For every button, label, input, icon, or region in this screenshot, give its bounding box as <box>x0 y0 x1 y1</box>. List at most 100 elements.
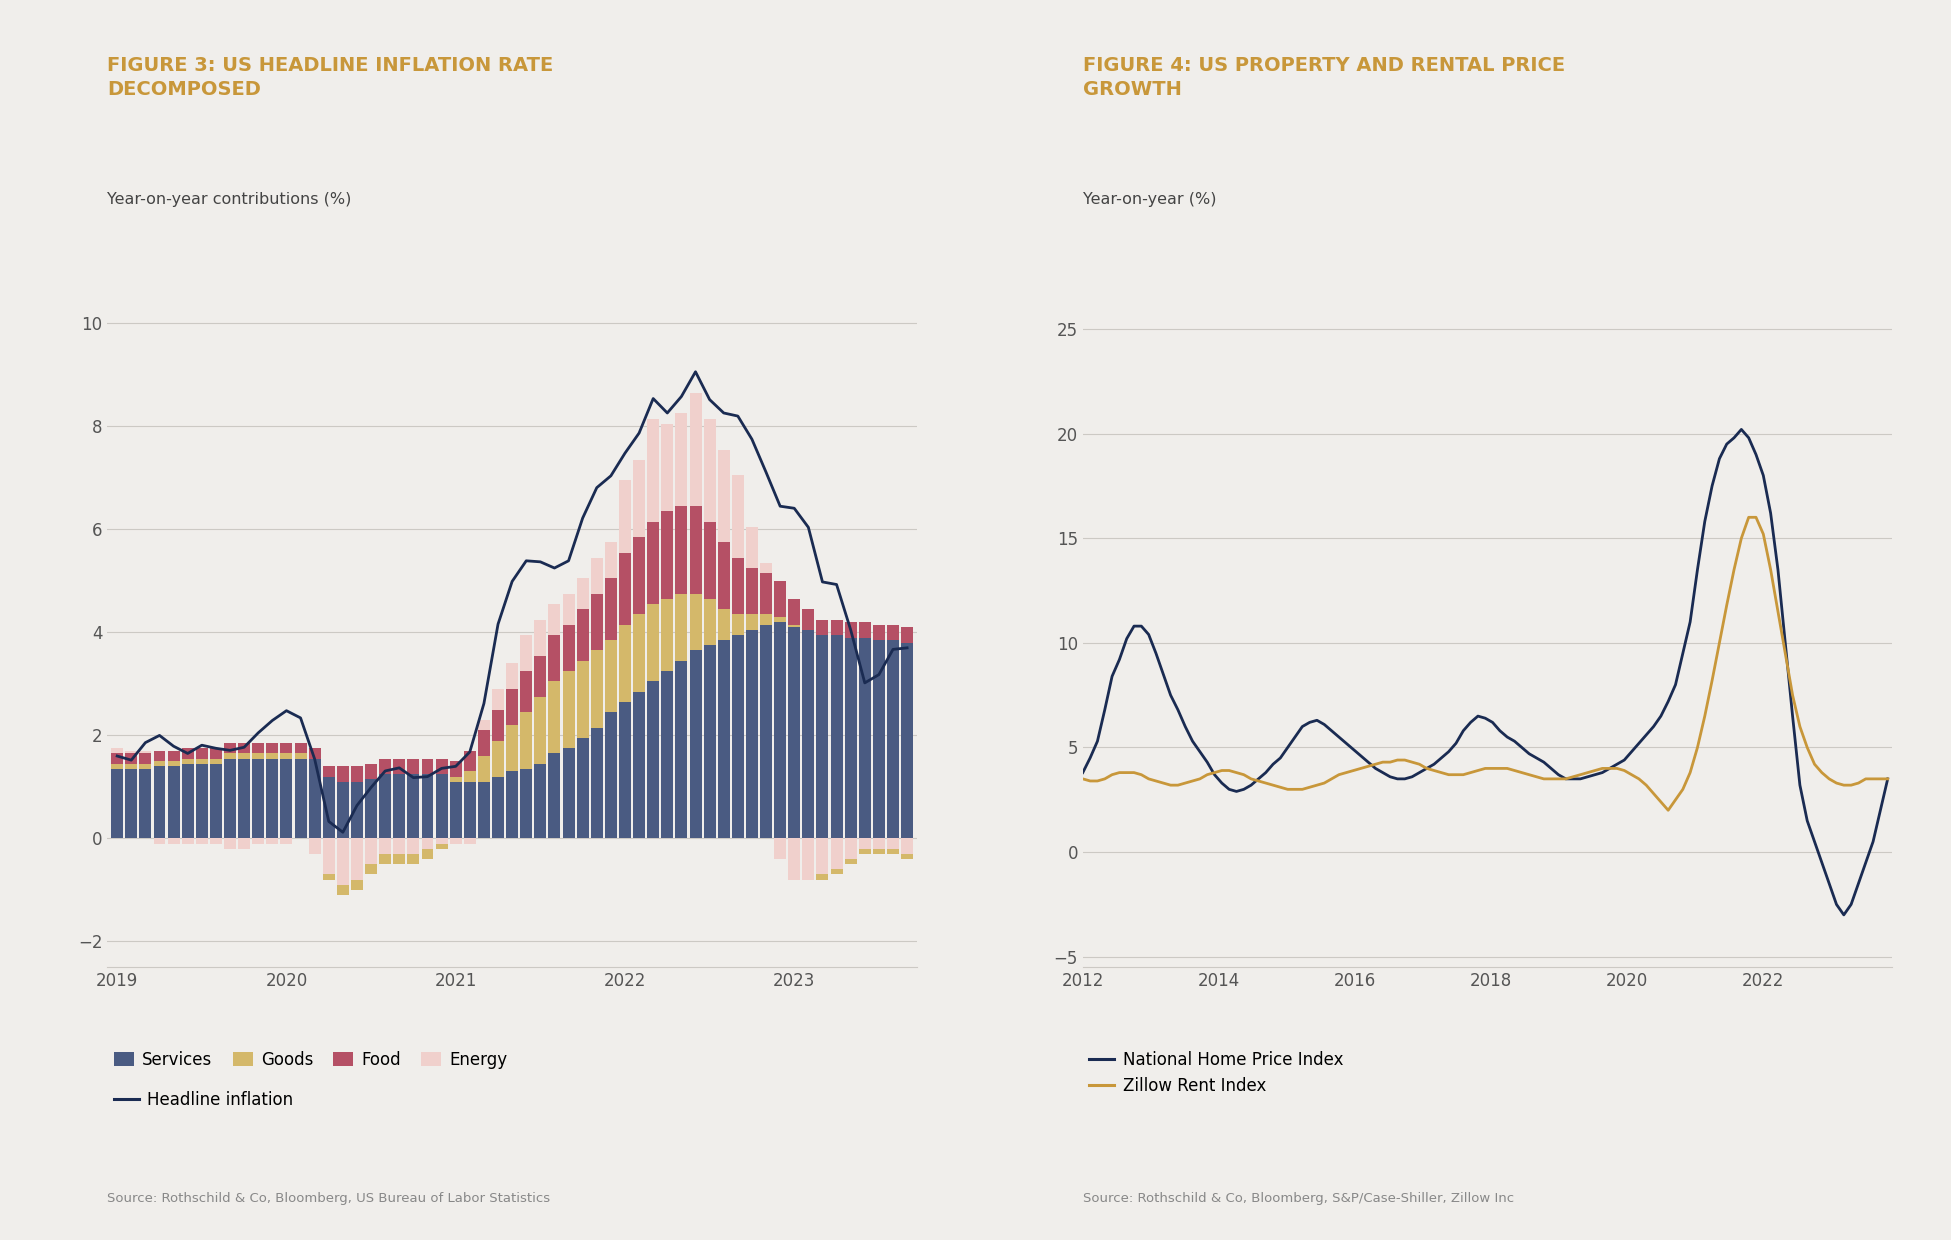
Bar <box>788 627 800 838</box>
Bar <box>211 748 222 759</box>
Bar <box>605 578 617 640</box>
Bar <box>308 759 320 838</box>
Bar <box>535 620 546 656</box>
Bar <box>435 838 447 843</box>
Bar <box>675 661 687 838</box>
Bar <box>648 419 659 522</box>
Bar <box>267 838 279 843</box>
Bar <box>901 838 913 854</box>
Bar <box>505 725 519 771</box>
Bar <box>394 759 406 774</box>
Bar <box>802 630 814 838</box>
Bar <box>252 838 263 843</box>
Bar <box>322 838 336 874</box>
Zillow Rent Index <box>1372 755 1395 770</box>
Bar <box>872 838 886 848</box>
Bar <box>788 625 800 627</box>
Bar <box>689 594 702 651</box>
Bar <box>492 689 503 709</box>
Bar <box>195 748 209 759</box>
Bar <box>901 854 913 859</box>
Bar <box>802 609 814 630</box>
Bar <box>632 692 646 838</box>
Bar <box>845 622 856 637</box>
Bar <box>408 774 419 838</box>
Bar <box>704 599 716 645</box>
Bar <box>632 614 646 692</box>
Bar <box>195 838 209 843</box>
Bar <box>181 759 193 764</box>
Bar <box>816 635 829 838</box>
Bar <box>505 663 519 689</box>
Bar <box>408 759 419 774</box>
Bar <box>211 764 222 838</box>
Bar <box>394 854 406 864</box>
Bar <box>591 728 603 838</box>
Bar <box>562 625 574 671</box>
Bar <box>435 843 447 848</box>
Bar <box>224 743 236 754</box>
Bar <box>378 854 392 864</box>
Bar <box>154 761 166 766</box>
Bar <box>689 651 702 838</box>
Bar <box>761 563 773 573</box>
Zillow Rent Index <box>1071 771 1095 786</box>
Bar <box>478 781 490 838</box>
Zillow Rent Index <box>1444 768 1467 782</box>
Line: Zillow Rent Index: Zillow Rent Index <box>1083 517 1889 810</box>
Bar <box>421 838 433 848</box>
Bar <box>505 771 519 838</box>
Bar <box>858 848 870 854</box>
Bar <box>858 838 870 848</box>
Bar <box>775 622 786 838</box>
Bar <box>661 599 673 671</box>
Bar <box>394 774 406 838</box>
Bar <box>451 781 462 838</box>
Text: FIGURE 3: US HEADLINE INFLATION RATE
DECOMPOSED: FIGURE 3: US HEADLINE INFLATION RATE DEC… <box>107 56 554 99</box>
Bar <box>745 630 757 838</box>
Bar <box>535 656 546 697</box>
Text: FIGURE 4: US PROPERTY AND RENTAL PRICE
GROWTH: FIGURE 4: US PROPERTY AND RENTAL PRICE G… <box>1083 56 1565 99</box>
Bar <box>421 759 433 774</box>
Zillow Rent Index <box>1877 771 1900 786</box>
Bar <box>281 838 293 843</box>
Bar <box>745 568 757 614</box>
Bar <box>195 759 209 764</box>
Bar <box>295 754 306 759</box>
National Home Price Index <box>1276 740 1299 755</box>
Bar <box>732 635 743 838</box>
Bar <box>408 854 419 864</box>
Bar <box>181 838 193 843</box>
Bar <box>338 766 349 781</box>
Bar <box>618 553 630 625</box>
Bar <box>632 460 646 537</box>
Bar <box>154 766 166 838</box>
National Home Price Index <box>1539 761 1563 776</box>
Bar <box>618 625 630 702</box>
Bar <box>267 754 279 759</box>
Bar <box>378 838 392 854</box>
Bar <box>704 522 716 599</box>
Bar <box>464 781 476 838</box>
Bar <box>322 874 336 879</box>
Bar <box>761 614 773 625</box>
Bar <box>562 748 574 838</box>
National Home Price Index <box>1877 771 1900 786</box>
Bar <box>718 640 730 838</box>
Bar <box>521 712 533 769</box>
Bar <box>548 754 560 838</box>
Bar <box>775 838 786 859</box>
Zillow Rent Index <box>1656 802 1680 817</box>
Bar <box>775 580 786 618</box>
Bar <box>888 640 899 838</box>
Bar <box>718 450 730 542</box>
Bar <box>168 751 179 761</box>
Bar <box>689 393 702 506</box>
Bar <box>535 764 546 838</box>
Bar <box>168 766 179 838</box>
Bar <box>224 754 236 759</box>
Bar <box>139 764 152 769</box>
National Home Price Index <box>1254 765 1278 780</box>
Bar <box>858 637 870 838</box>
Bar <box>562 671 574 748</box>
